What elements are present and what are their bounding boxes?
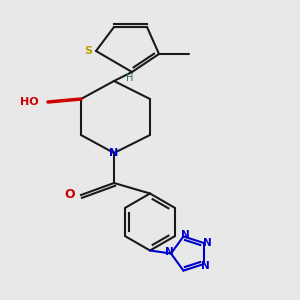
Text: O: O (64, 188, 75, 202)
Text: N: N (201, 261, 209, 271)
Text: H: H (126, 73, 134, 83)
Text: HO: HO (20, 97, 39, 107)
Text: N: N (203, 238, 212, 248)
Text: S: S (85, 46, 92, 56)
Text: N: N (181, 230, 189, 240)
Text: N: N (165, 247, 174, 257)
Text: N: N (110, 148, 118, 158)
